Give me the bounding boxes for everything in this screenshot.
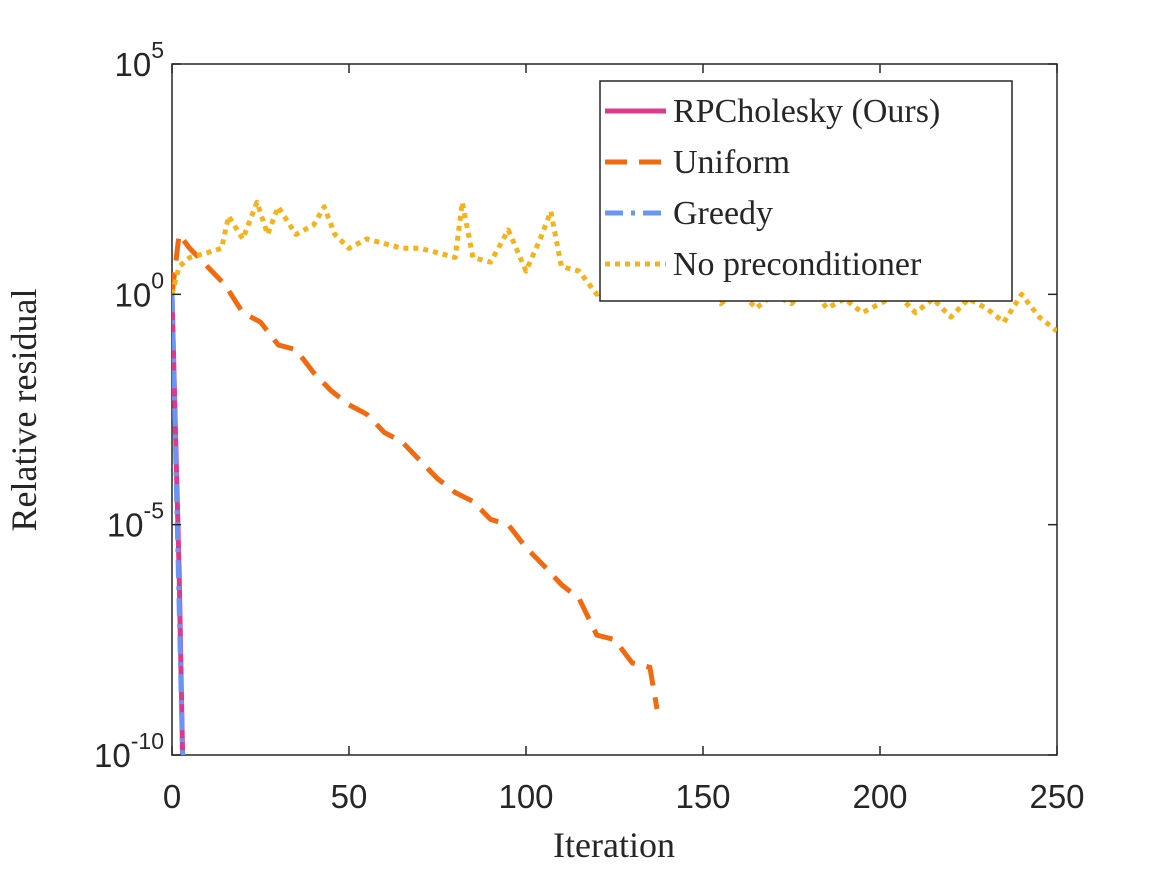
y-tick-label: 100 bbox=[114, 267, 164, 313]
legend-label: Greedy bbox=[673, 195, 773, 232]
y-tick-base: 10 bbox=[107, 507, 144, 544]
y-tick-base: 10 bbox=[114, 46, 151, 83]
legend-label: No preconditioner bbox=[673, 246, 922, 283]
y-tick-exponent: 5 bbox=[151, 37, 164, 63]
legend-label: Uniform bbox=[673, 144, 790, 181]
y-tick-base: 10 bbox=[114, 276, 151, 313]
x-tick-label: 200 bbox=[852, 778, 907, 815]
y-tick-base: 10 bbox=[94, 737, 131, 774]
x-tick-label: 150 bbox=[675, 778, 730, 815]
legend: RPCholesky (Ours) Uniform Greedy No precond… bbox=[599, 80, 1013, 302]
y-tick-exponent: 0 bbox=[151, 267, 164, 293]
legend-box bbox=[599, 80, 1013, 302]
y-tick-exponent: -10 bbox=[131, 728, 164, 754]
x-tick-label: 0 bbox=[163, 778, 181, 815]
y-tick-label: 10-10 bbox=[94, 728, 164, 774]
x-tick-label: 50 bbox=[331, 778, 368, 815]
y-axis-label: Relative residual bbox=[4, 289, 44, 532]
x-tick-label: 250 bbox=[1029, 778, 1084, 815]
y-tick-label: 10-5 bbox=[107, 498, 164, 544]
x-axis-label: Iteration bbox=[553, 825, 675, 865]
legend-label: RPCholesky (Ours) bbox=[673, 93, 940, 130]
y-tick-exponent: -5 bbox=[144, 498, 164, 524]
series-line bbox=[172, 231, 660, 710]
x-tick-label: 100 bbox=[498, 778, 553, 815]
y-tick-label: 105 bbox=[114, 37, 164, 83]
